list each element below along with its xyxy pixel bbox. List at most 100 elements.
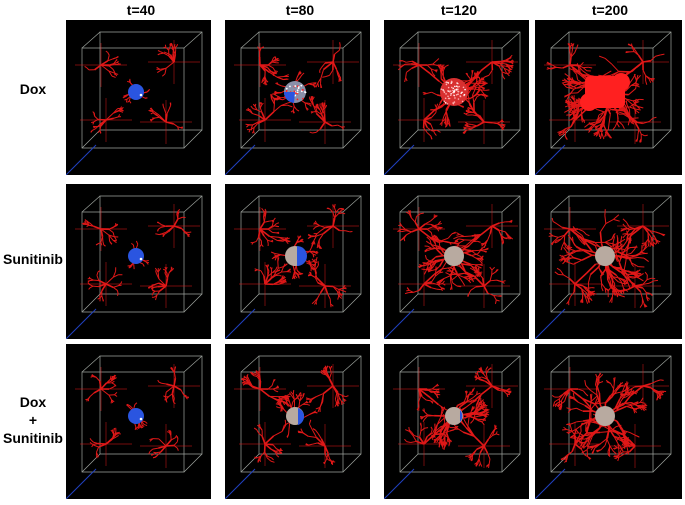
vessel-segment: [609, 296, 613, 303]
vessel-segment: [629, 77, 634, 84]
vessel-segment: [607, 451, 610, 456]
vessel-segment: [631, 262, 639, 268]
vessel-segment: [256, 109, 263, 114]
vessel-segment: [316, 110, 323, 116]
vessel-segment: [434, 225, 438, 228]
vessel-segment: [433, 430, 437, 436]
vessel-segment: [280, 102, 288, 107]
vessel-segment: [411, 431, 415, 436]
vessel-segment: [115, 58, 118, 62]
vessel-segment: [622, 232, 627, 235]
vessel-segment: [425, 266, 431, 271]
vessel-segment: [578, 68, 580, 75]
vessel-segment: [292, 390, 295, 395]
vessel-segment: [630, 83, 636, 86]
vessel-segment: [107, 52, 110, 56]
vessel-segment: [625, 226, 630, 231]
vessel-segment: [313, 261, 318, 263]
vessel-segment: [487, 452, 491, 460]
vessel-segment: [267, 228, 273, 233]
vessel-segment: [273, 56, 276, 59]
vessel-segment: [563, 454, 568, 459]
vessel-segment: [171, 369, 175, 373]
vessel-segment: [298, 392, 301, 397]
vessel-segment: [551, 395, 555, 398]
vessel-segment: [315, 104, 318, 108]
vessel-segment: [319, 109, 323, 115]
vessel-segment: [100, 236, 104, 243]
vessel-segment: [320, 227, 326, 232]
vessel-segment: [308, 96, 312, 101]
vessel-segment: [453, 266, 459, 276]
vessel-segment: [499, 388, 505, 392]
vessel-segment: [595, 378, 598, 385]
vessel-segment: [264, 220, 270, 223]
vessel-segment: [572, 257, 583, 261]
vessel-segment: [493, 295, 498, 297]
vessel-segment: [430, 400, 434, 403]
vessel-segment: [479, 445, 485, 454]
cube-wireframe: [399, 355, 521, 473]
vessel-segment: [550, 63, 557, 68]
vessel-segment: [305, 443, 309, 446]
vessel-segment: [442, 280, 445, 284]
vessel-segment: [439, 271, 444, 274]
vessel-segment: [457, 401, 465, 407]
vessel-segment: [424, 255, 427, 260]
vessel-segment: [97, 297, 100, 300]
vessel-segment: [620, 447, 624, 452]
vessel-segment: [151, 110, 156, 115]
vessel-segment: [173, 441, 178, 446]
vessel-segment: [593, 443, 601, 447]
vessel-segment: [620, 438, 626, 441]
vessel-segment: [296, 238, 300, 243]
vessel-segment: [282, 279, 286, 283]
vessel-segment: [582, 285, 588, 291]
vessel-segment: [615, 387, 620, 392]
vessel-segment: [329, 69, 334, 76]
vessel-segment: [462, 248, 472, 252]
vessel-segment: [592, 427, 601, 436]
vessel-segment: [625, 100, 628, 105]
vessel-segment: [613, 377, 615, 383]
vessel-segment: [417, 402, 420, 407]
vessel-segment: [113, 274, 119, 278]
vessel-segment: [612, 285, 619, 291]
vessel-segment: [459, 400, 468, 408]
vessel-segment: [566, 256, 569, 263]
vessel-segment: [404, 292, 409, 295]
vessel-segment: [550, 66, 556, 69]
vessel-segment: [328, 378, 334, 387]
vessel-segment: [472, 415, 479, 418]
vessel-segment: [319, 105, 323, 110]
vessel-segment: [590, 395, 598, 402]
vessel-segment: [553, 236, 559, 242]
vessel-segment: [483, 244, 487, 248]
vessel-segment: [430, 269, 436, 272]
vessel-segment: [257, 424, 260, 428]
vessel-segment: [250, 105, 254, 109]
vessel-segment: [164, 68, 167, 74]
row-label-line: Sunitinib: [3, 430, 63, 446]
vessel-segment: [441, 442, 445, 447]
vessel-segment: [275, 390, 279, 393]
vessel-segment: [303, 413, 310, 418]
vessel-segment: [632, 408, 636, 414]
vessel-segment: [271, 222, 274, 226]
vessel-segment: [314, 220, 317, 224]
vessel-segment: [634, 401, 639, 404]
vessel-segment: [627, 276, 634, 279]
vessel-segment: [97, 270, 101, 273]
vessel-segment: [571, 110, 580, 115]
vessel-segment: [472, 238, 478, 243]
vessel-segment: [568, 117, 575, 121]
vessel-segment: [426, 64, 432, 70]
vessel-segment: [430, 232, 433, 237]
vessel-segment: [315, 128, 321, 133]
vessel-segment: [568, 43, 571, 47]
vessel-segment: [259, 64, 270, 73]
vessel-segment: [269, 235, 279, 238]
vessel-segment: [489, 225, 493, 234]
vessel-segment: [113, 427, 116, 432]
tumor: [440, 78, 468, 106]
